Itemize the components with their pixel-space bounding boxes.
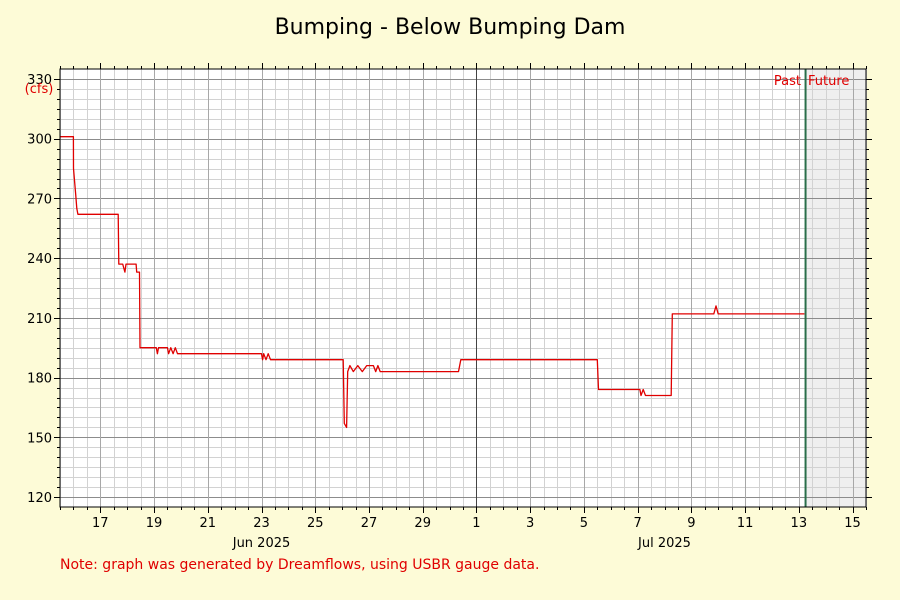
- x-tick-label: 9: [687, 516, 695, 531]
- x-tick-label: 29: [414, 516, 431, 531]
- y-tick-label: 210: [27, 312, 52, 327]
- x-tick-label: 15: [844, 516, 861, 531]
- x-tick-label: 23: [253, 516, 270, 531]
- chart-title: Bumping - Below Bumping Dam: [275, 15, 626, 40]
- x-tick-label: 25: [307, 516, 324, 531]
- grid: [60, 69, 867, 507]
- x-tick-label: 1: [472, 516, 480, 531]
- x-tick-label: 11: [737, 516, 754, 531]
- x-tick-label: 21: [199, 516, 216, 531]
- x-tick-label: 3: [526, 516, 534, 531]
- y-tick-label: 240: [27, 252, 52, 267]
- past-label: Past: [774, 74, 801, 89]
- x-tick-label: 5: [580, 516, 588, 531]
- series-layer: [60, 69, 807, 507]
- x-tick-label: 19: [146, 516, 163, 531]
- y-tick-label: 300: [27, 133, 52, 148]
- y-tick-label: 180: [27, 372, 52, 387]
- axis-ticks: [54, 63, 872, 513]
- month-label: Jul 2025: [637, 536, 691, 551]
- y-tick-label: 120: [27, 491, 52, 506]
- x-tick-label: 7: [633, 516, 641, 531]
- x-tick-label: 27: [361, 516, 378, 531]
- future-label: Future: [808, 74, 849, 89]
- footnote: Note: graph was generated by Dreamflows,…: [60, 557, 539, 573]
- y-axis-unit: (cfs): [25, 82, 54, 97]
- month-label: Jun 2025: [232, 536, 291, 551]
- y-tick-label: 150: [27, 431, 52, 446]
- flow-series-line: [60, 136, 805, 429]
- y-tick-label: 270: [27, 192, 52, 207]
- y-tick-label: 330: [27, 73, 52, 88]
- x-tick-label: 17: [92, 516, 109, 531]
- x-tick-label: 13: [791, 516, 808, 531]
